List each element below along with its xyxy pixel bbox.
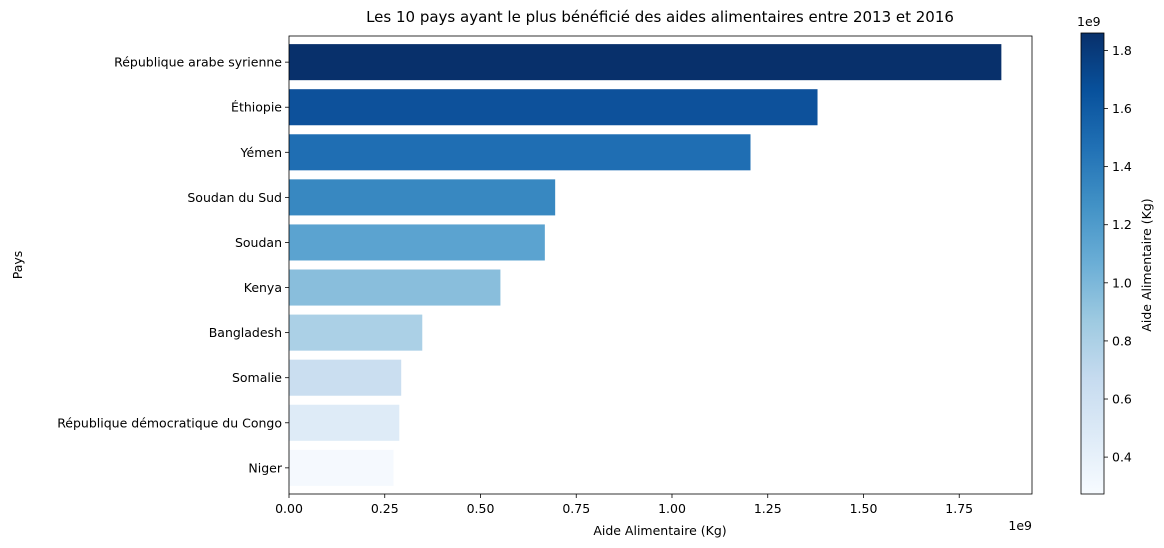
x-tick-label: 0.25 — [371, 501, 399, 516]
bar — [289, 134, 751, 171]
y-tick-label: Éthiopie — [231, 100, 282, 115]
x-tick-label: 1.00 — [658, 501, 686, 516]
bar — [289, 44, 1002, 81]
plot-area: République arabe syrienne Éthiopie Yémen So… — [57, 35, 1033, 516]
bar — [289, 314, 423, 351]
colorbar-tick-label: 0.8 — [1112, 333, 1132, 348]
x-tick-label: 0.00 — [275, 501, 303, 516]
y-tick-label: Yémen — [240, 145, 282, 160]
colorbar-offset-label: 1e9 — [1077, 14, 1101, 29]
x-tick-label: 0.75 — [562, 501, 590, 516]
y-tick-label: Soudan du Sud — [187, 190, 282, 205]
y-tick-label: République démocratique du Congo — [57, 415, 282, 430]
bar — [289, 224, 545, 261]
colorbar-tick-label: 1.2 — [1112, 217, 1132, 232]
x-tick-label: 1.25 — [754, 501, 782, 516]
colorbar-tick-label: 1.0 — [1112, 275, 1132, 290]
x-tick-label: 1.75 — [945, 501, 973, 516]
chart-title: Les 10 pays ayant le plus bénéficié des … — [366, 8, 954, 26]
colorbar-label: Aide Alimentaire (Kg) — [1139, 198, 1154, 331]
y-tick-label: Niger — [248, 460, 282, 475]
x-tick-label: 0.50 — [467, 501, 495, 516]
y-axis-label: Pays — [10, 251, 25, 280]
y-tick-label: Kenya — [244, 280, 282, 295]
y-tick-label: Bangladesh — [209, 325, 282, 340]
x-axis-offset-label: 1e9 — [1008, 518, 1032, 533]
bar — [289, 449, 394, 486]
colorbar-tick-label: 0.4 — [1112, 450, 1132, 465]
x-axis-label: Aide Alimentaire (Kg) — [593, 523, 726, 538]
colorbar-tick-label: 1.6 — [1112, 101, 1132, 116]
plot-frame — [288, 35, 1033, 495]
x-tick-label: 1.50 — [850, 501, 878, 516]
colorbar-tick-label: 1.8 — [1112, 43, 1132, 58]
y-tick-label: Soudan — [235, 235, 282, 250]
y-tick-label: République arabe syrienne — [114, 55, 282, 70]
bar — [289, 359, 402, 396]
colorbar: 0.4 0.6 0.8 1.0 1.2 1.4 1.6 1.8 — [1080, 32, 1132, 495]
y-tick-label: Somalie — [232, 370, 282, 385]
bar — [289, 404, 400, 441]
bar — [289, 179, 556, 216]
colorbar-tick-label: 0.6 — [1112, 392, 1132, 407]
colorbar-scale — [1080, 32, 1105, 495]
bar — [289, 269, 501, 306]
bar — [289, 89, 818, 126]
colorbar-tick-label: 1.4 — [1112, 159, 1132, 174]
